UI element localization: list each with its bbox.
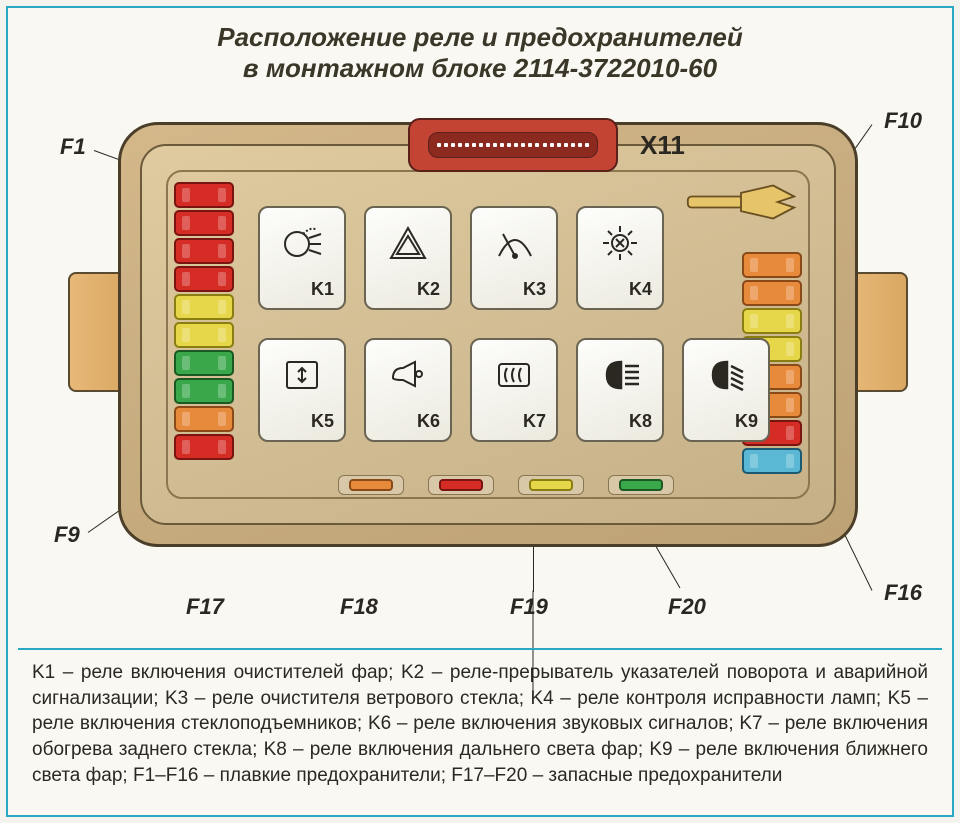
fuse-orange (742, 252, 802, 278)
spare-fuse-slot (338, 475, 404, 495)
connector-x11-pins (428, 132, 598, 158)
fuse-stack-left (174, 182, 234, 460)
page-frame: Расположение реле и предохранителей в мо… (6, 6, 954, 817)
relay-label: K4 (629, 279, 652, 300)
spare-fuse-green (619, 479, 663, 491)
relay-k3: K3 (470, 206, 558, 310)
window-icon (281, 354, 323, 396)
lowbeam-icon (705, 354, 747, 396)
relay-k7: K7 (470, 338, 558, 442)
connector-x11-label: X11 (640, 130, 685, 161)
relay-label: K7 (523, 411, 546, 432)
horn-icon (387, 354, 429, 396)
wiper-icon (493, 222, 535, 264)
relay-k2: K2 (364, 206, 452, 310)
spare-fuse-yellow (529, 479, 573, 491)
relay-label: K1 (311, 279, 334, 300)
fuse-orange (742, 280, 802, 306)
label-f18: F18 (340, 594, 378, 620)
relay-k1: K1 (258, 206, 346, 310)
fuse-yellow (174, 322, 234, 348)
spare-fuse-slot (518, 475, 584, 495)
legend-text: K1 – реле включения очистителей фар; K2 … (18, 648, 942, 807)
fuse-red (174, 238, 234, 264)
lamp-icon (599, 222, 641, 264)
spare-fuse-slot (428, 475, 494, 495)
diagram-area: F1 F9 F10 F16 F17 F18 F19 F20 (8, 92, 952, 632)
relay-label: K5 (311, 411, 334, 432)
label-f16: F16 (884, 580, 922, 606)
title-line-1: Расположение реле и предохранителей (28, 22, 932, 53)
spare-fuse-slot (608, 475, 674, 495)
connector-x11 (408, 118, 618, 172)
fuse-blue (742, 448, 802, 474)
fuse-yellow (174, 294, 234, 320)
spare-fuse-orange (349, 479, 393, 491)
label-f10: F10 (884, 108, 922, 134)
relay-k6: K6 (364, 338, 452, 442)
relay-row-top: K1 K2 K3 K4 (258, 206, 664, 310)
relay-row-bottom: K5 K6 K7 K8 K9 (258, 338, 770, 442)
relay-k4: K4 (576, 206, 664, 310)
headlamp-wash-icon (281, 222, 323, 264)
label-f20: F20 (668, 594, 706, 620)
highbeam-icon (599, 354, 641, 396)
fuse-yellow (742, 308, 802, 334)
relay-label: K3 (523, 279, 546, 300)
fuse-red (174, 266, 234, 292)
spare-fuse-red (439, 479, 483, 491)
relay-label: K9 (735, 411, 758, 432)
fuse-red (174, 182, 234, 208)
label-f1: F1 (60, 134, 86, 160)
relay-label: K8 (629, 411, 652, 432)
relay-label: K2 (417, 279, 440, 300)
spare-fuse-row (338, 475, 674, 495)
fuse-box: X11 K1 K2 K3 K4 K5 K6 K7 K8 K9 (118, 122, 858, 547)
fuse-green (174, 378, 234, 404)
relay-k9: K9 (682, 338, 770, 442)
label-f19: F19 (510, 594, 548, 620)
fuse-red (174, 434, 234, 460)
fuse-orange (174, 406, 234, 432)
relay-k5: K5 (258, 338, 346, 442)
relay-label: K6 (417, 411, 440, 432)
label-f17: F17 (186, 594, 224, 620)
relay-k8: K8 (576, 338, 664, 442)
title-line-2: в монтажном блоке 2114-3722010-60 (28, 53, 932, 84)
fuse-red (174, 210, 234, 236)
hazard-icon (387, 222, 429, 264)
defrost-icon (493, 354, 535, 396)
fuse-puller-icon (686, 182, 796, 222)
page-title: Расположение реле и предохранителей в мо… (8, 8, 952, 92)
fuse-green (174, 350, 234, 376)
label-f9: F9 (54, 522, 80, 548)
